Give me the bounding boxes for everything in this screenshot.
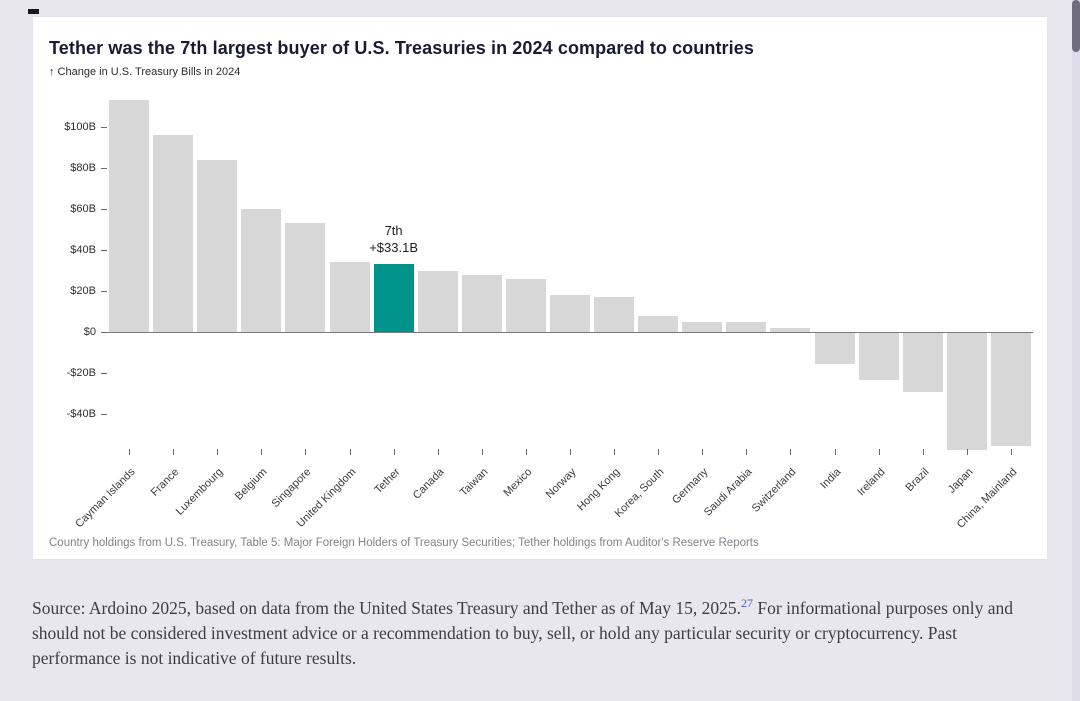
- x-tick-mark: [702, 449, 704, 455]
- x-tick-mark: [261, 449, 263, 455]
- x-tick-mark: [349, 449, 351, 455]
- bar-india: [814, 333, 855, 364]
- y-tick-mark: [101, 372, 107, 374]
- tether-annotation: 7th +$33.1B: [334, 223, 454, 257]
- y-tick-mark: [101, 208, 107, 210]
- x-tick-mark: [614, 449, 616, 455]
- bar-belgium: [241, 209, 282, 332]
- x-tick-mark: [129, 449, 131, 455]
- y-axis-tick-label: -$20B: [66, 367, 96, 379]
- source-text: Source: Ardoino 2025, based on data from…: [32, 596, 1040, 671]
- x-axis-labels: Cayman Islands France Luxembourg Belgium Sin…: [73, 460, 1033, 536]
- chart-card: Tether was the 7th largest buyer of U.S.…: [32, 16, 1048, 560]
- source-prefix: Source: Ardoino 2025, based on data from…: [32, 598, 742, 618]
- bar-china-mainland: [990, 333, 1031, 446]
- y-tick-mark: [101, 331, 107, 333]
- source-suffix: For informational purposes only and shou…: [32, 598, 1014, 668]
- y-axis-tick-label: $60B: [70, 203, 96, 215]
- scrollbar-thumb[interactable]: [1072, 0, 1080, 52]
- plot-area: 7th +$33.1B: [107, 90, 1033, 455]
- x-tick-mark: [217, 449, 219, 455]
- bar-united-kingdom: [329, 262, 370, 332]
- bar-brazil: [902, 333, 943, 393]
- y-axis-tick: -$20B: [67, 365, 107, 381]
- zero-axis-line: [107, 332, 1033, 333]
- y-axis-tick: $80B: [70, 160, 107, 176]
- x-tick-mark: [790, 449, 792, 455]
- y-axis: $100B $80B $60B $40B $20B $0 -$20B -$40B: [49, 90, 107, 455]
- bar-chart: $100B $80B $60B $40B $20B $0 -$20B -$40B 7th +$…: [49, 90, 1033, 536]
- y-tick-mark: [101, 126, 107, 128]
- footnote-ref: 27: [741, 596, 753, 610]
- y-axis-tick-label: -$40B: [66, 408, 96, 420]
- y-tick-mark: [101, 290, 107, 292]
- chart-footnote: Country holdings from U.S. Treasury, Tab…: [49, 537, 759, 549]
- footnote-ref-link[interactable]: 27: [741, 596, 754, 611]
- y-tick-mark: [101, 167, 107, 169]
- y-axis-tick: $20B: [70, 283, 107, 299]
- x-tick-mark: [658, 449, 660, 455]
- bar-norway: [550, 295, 590, 332]
- bar-singapore: [285, 223, 326, 332]
- y-tick-mark: [101, 413, 107, 415]
- x-tick-mark: [525, 449, 527, 455]
- y-axis-tick-label: $20B: [70, 285, 96, 297]
- y-axis-tick: -$40B: [67, 406, 107, 422]
- bar-germany: [682, 321, 723, 332]
- y-axis-tick: $60B: [70, 201, 107, 217]
- bar-france: [153, 135, 194, 332]
- y-axis-tick-label: $40B: [70, 244, 96, 256]
- y-axis-tick: $40B: [70, 242, 107, 258]
- bar-canada: [417, 270, 458, 332]
- bar-switzerland: [770, 327, 811, 332]
- corner-mark: [28, 9, 39, 14]
- x-tick-mark: [878, 449, 880, 455]
- chart-subtitle: ↑ Change in U.S. Treasury Bills in 2024: [49, 66, 241, 78]
- bar-hong-kong: [594, 297, 635, 332]
- bar-ireland: [858, 333, 899, 381]
- x-tick-mark: [481, 449, 483, 455]
- y-axis-tick-label: $100B: [64, 121, 96, 133]
- annotation-rank: 7th: [384, 223, 403, 239]
- bar-cayman-islands: [109, 100, 150, 332]
- bar-japan: [946, 333, 987, 450]
- x-tick-mark: [305, 449, 307, 455]
- x-tick-mark: [393, 449, 395, 455]
- bar-mexico: [505, 278, 546, 332]
- bar-saudi-arabia: [726, 321, 767, 332]
- y-tick-mark: [101, 249, 107, 251]
- bar-tether: [373, 264, 414, 332]
- bar-luxembourg: [197, 159, 238, 332]
- y-axis-tick: $0: [84, 324, 107, 340]
- bar-korea-south: [638, 315, 679, 332]
- x-tick-mark: [173, 449, 175, 455]
- x-tick-mark: [1010, 449, 1012, 455]
- chart-title: Tether was the 7th largest buyer of U.S.…: [49, 38, 754, 58]
- y-axis-tick: $100B: [64, 119, 107, 135]
- x-tick-mark: [966, 449, 968, 455]
- y-axis-tick-label: $0: [83, 326, 96, 338]
- annotation-value: +$33.1B: [369, 240, 418, 256]
- x-tick-mark: [437, 449, 439, 455]
- y-axis-tick-label: $80B: [70, 162, 96, 174]
- x-tick-mark: [834, 449, 836, 455]
- x-tick-mark: [746, 449, 748, 455]
- x-tick-mark: [922, 449, 924, 455]
- x-tick-mark: [570, 449, 571, 455]
- bar-taiwan: [461, 274, 502, 332]
- scrollbar-track[interactable]: [1072, 0, 1080, 701]
